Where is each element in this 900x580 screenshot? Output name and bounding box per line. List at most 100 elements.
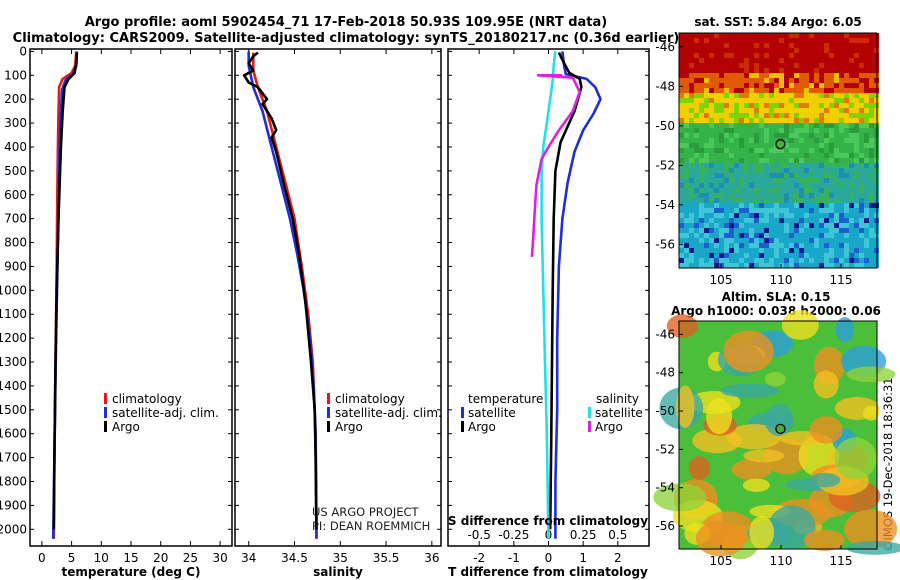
sst-cell: [724, 98, 729, 103]
sst-cell: [794, 173, 799, 178]
sst-cell: [774, 88, 779, 93]
sst-cell: [739, 108, 744, 113]
sst-cell: [744, 238, 749, 243]
sst-cell: [684, 253, 689, 258]
sst-cell: [704, 173, 709, 178]
sst-cell: [814, 223, 819, 228]
sst-cell: [764, 188, 769, 193]
sst-cell: [739, 168, 744, 173]
sst-cell: [824, 43, 829, 48]
x-tick-label: 25: [183, 551, 198, 565]
sst-cell: [799, 83, 804, 88]
sst-cell: [689, 223, 694, 228]
sst-cell: [779, 193, 784, 198]
sst-cell: [804, 203, 809, 208]
sst-cell: [714, 58, 719, 63]
sst-cell: [794, 138, 799, 143]
sst-cell: [774, 138, 779, 143]
sst-cell: [684, 103, 689, 108]
sst-cell: [789, 98, 794, 103]
sst-cell: [694, 218, 699, 223]
sst-cell: [719, 128, 724, 133]
sst-cell: [744, 193, 749, 198]
sst-cell: [699, 178, 704, 183]
sst-cell: [764, 253, 769, 258]
sst-cell: [784, 233, 789, 238]
sst-cell: [784, 188, 789, 193]
sst-cell: [774, 108, 779, 113]
sst-cell: [824, 68, 829, 73]
sst-cell: [819, 43, 824, 48]
sst-cell: [779, 113, 784, 118]
sst-cell: [869, 118, 874, 123]
sst-cell: [749, 138, 754, 143]
sst-cell: [774, 223, 779, 228]
sla-blob: [813, 370, 839, 399]
sst-cell: [744, 98, 749, 103]
sst-cell: [764, 98, 769, 103]
depth-tick-label: 300: [4, 116, 27, 130]
sst-cell: [694, 43, 699, 48]
sst-cell: [774, 43, 779, 48]
sst-cell: [709, 208, 714, 213]
sst-cell: [679, 238, 684, 243]
sst-cell: [749, 238, 754, 243]
sst-cell: [804, 208, 809, 213]
sst-cell: [799, 63, 804, 68]
sst-cell: [759, 133, 764, 138]
sst-cell: [849, 163, 854, 168]
sst-cell: [694, 248, 699, 253]
sst-cell: [759, 88, 764, 93]
sst-cell: [859, 98, 864, 103]
sst-cell: [754, 253, 759, 258]
sst-cell: [699, 123, 704, 128]
sst-cell: [719, 148, 724, 153]
sst-cell: [779, 78, 784, 83]
sst-cell: [729, 218, 734, 223]
sst-cell: [679, 243, 684, 248]
sst-cell: [774, 123, 779, 128]
map-y-tick-label: -56: [655, 519, 675, 533]
sst-cell: [704, 228, 709, 233]
sst-cell: [704, 68, 709, 73]
sst-cell: [834, 138, 839, 143]
sst-cell: [789, 138, 794, 143]
sst-cell: [739, 103, 744, 108]
sst-cell: [719, 123, 724, 128]
sst-cell: [794, 53, 799, 58]
sst-cell: [839, 178, 844, 183]
legend-temp-argo: Argo: [468, 420, 496, 434]
legend-swatch-temp-satellite: [461, 407, 464, 418]
sst-cell: [724, 203, 729, 208]
sst-cell: [764, 213, 769, 218]
sst-cell: [844, 183, 849, 188]
sst-cell: [784, 98, 789, 103]
sst-cell: [844, 123, 849, 128]
sst-cell: [804, 223, 809, 228]
sst-cell: [789, 163, 794, 168]
sst-cell: [724, 38, 729, 43]
sst-cell: [854, 183, 859, 188]
sst-cell: [814, 108, 819, 113]
sst-cell: [764, 258, 769, 263]
sst-cell: [829, 193, 834, 198]
sst-cell: [734, 133, 739, 138]
sst-cell: [709, 48, 714, 53]
sst-cell: [824, 58, 829, 63]
sst-cell: [749, 103, 754, 108]
sst-cell: [824, 168, 829, 173]
sst-cell: [754, 193, 759, 198]
sst-cell: [694, 58, 699, 63]
sst-cell: [849, 63, 854, 68]
sst-cell: [724, 173, 729, 178]
sst-cell: [799, 103, 804, 108]
sst-cell: [784, 228, 789, 233]
sst-cell: [804, 78, 809, 83]
sst-cell: [859, 63, 864, 68]
sst-cell: [689, 98, 694, 103]
sst-cell: [689, 88, 694, 93]
sst-cell: [854, 263, 859, 268]
sst-cell: [694, 213, 699, 218]
sst-cell: [709, 198, 714, 203]
sst-cell: [844, 138, 849, 143]
